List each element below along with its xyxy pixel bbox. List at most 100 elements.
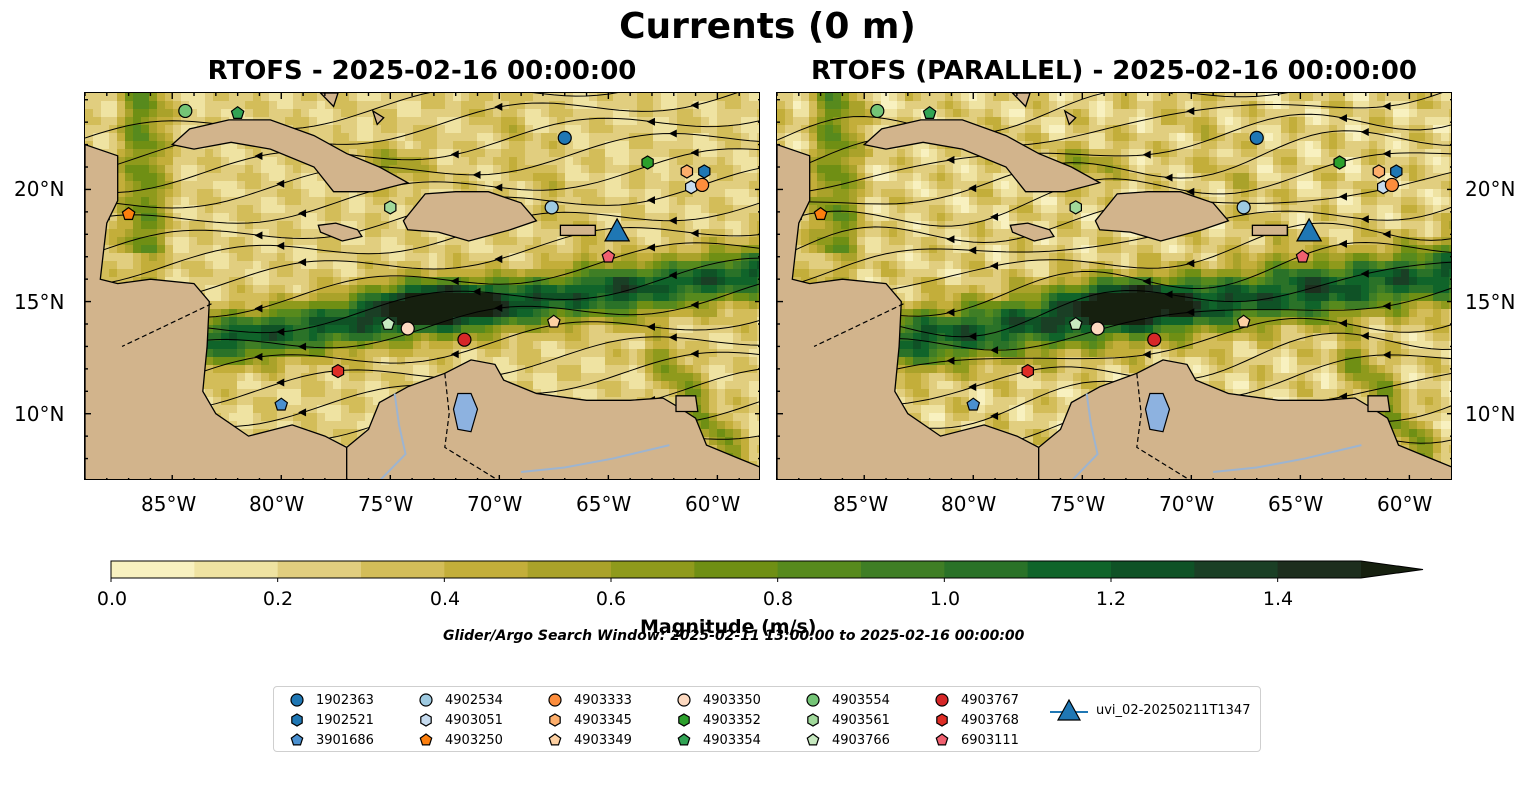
platform-4903766: [381, 316, 396, 330]
legend-item: 4903051: [415, 712, 503, 728]
cbar-tick-7: 1.4: [1262, 588, 1294, 610]
platform-4903333: [1384, 177, 1400, 193]
cbar-tick-6: 1.2: [1095, 588, 1127, 610]
legend-label: 4903350: [703, 692, 761, 708]
legend-label: 4903766: [832, 732, 890, 748]
lon-tick-right-70: 70°W: [1159, 492, 1215, 516]
legend-label: uvi_02-20250211T1347: [1096, 702, 1251, 718]
legend-marker-circle: [290, 693, 304, 707]
colorbar-segment: [1027, 561, 1112, 578]
legend-marker-pentagon: [935, 733, 949, 746]
legend-label: 4903051: [445, 712, 503, 728]
platform-4903345: [680, 164, 694, 179]
legend-label: 4903352: [703, 712, 761, 728]
lon-tick-right-60: 60°W: [1377, 492, 1433, 516]
platform-4903766: [1068, 316, 1083, 330]
platform-4903554: [870, 103, 885, 119]
platform-4903349: [546, 314, 561, 328]
lake-maracaibo: [1144, 392, 1171, 433]
platform-4903333: [695, 177, 710, 193]
left-map-panel[interactable]: [84, 92, 760, 480]
legend-marker-icon: [290, 733, 304, 746]
legend-label: 4903554: [832, 692, 890, 708]
platform-4903768: [331, 363, 345, 379]
lon-tick-left-75: 75°W: [358, 492, 414, 516]
legend-item: 4903767: [931, 692, 1019, 708]
legend-marker-circle: [548, 693, 562, 707]
right-map-panel[interactable]: [776, 92, 1452, 480]
legend-marker-icon: [549, 713, 561, 727]
legend-label: 4903561: [832, 712, 890, 728]
colorbar-segment: [444, 561, 529, 578]
colorbar-segment: [277, 561, 362, 578]
search-window-note: Glider/Argo Search Window: 2025-02-11 13…: [443, 628, 1025, 644]
legend-item: 4903554: [802, 692, 890, 708]
platform-1902363: [557, 130, 572, 145]
legend-marker-hexagon: [420, 713, 432, 727]
lon-tick-right-85: 85°W: [833, 492, 889, 516]
colorbar-label: Magnitude (m/s): [640, 616, 817, 638]
lat-tick-left-20: 20°N: [14, 177, 65, 201]
lat-tick-right-10: 10°N: [1465, 402, 1516, 426]
platform-1902521: [698, 164, 711, 179]
platform-4903354: [230, 105, 245, 119]
legend-marker-pentagon: [419, 733, 433, 746]
platform-4902534: [544, 200, 559, 215]
platform-4903350: [400, 321, 415, 336]
legend-label: 4903333: [574, 692, 632, 708]
platform-4903352: [1333, 155, 1346, 170]
river: [1071, 393, 1099, 479]
platform-4903768: [1021, 363, 1034, 379]
legend-item: 4903350: [673, 692, 761, 708]
legend-item: 4903561: [802, 712, 890, 728]
platform-4903767: [1147, 332, 1162, 347]
legend-triangle-icon: [1056, 698, 1082, 721]
colorbar-segment: [1277, 561, 1362, 578]
legend-label: 4903345: [574, 712, 632, 728]
legend-item: 4903766: [802, 732, 890, 748]
platform-4903250: [121, 206, 136, 220]
legend-marker-icon: [936, 713, 948, 727]
legend-item: 4903352: [673, 712, 761, 728]
platform-legend: 1902363 1902521 3901686 4902534 4903051 49032…: [273, 686, 1261, 752]
legend-label: 3901686: [316, 732, 374, 748]
legend-item: uvi_02-20250211T1347: [1050, 697, 1250, 723]
lon-tick-right-65: 65°W: [1268, 492, 1324, 516]
platform-6903111: [601, 249, 616, 263]
legend-marker-pentagon: [290, 733, 304, 746]
legend-marker-pentagon: [677, 733, 691, 746]
colorbar-segment: [777, 561, 862, 578]
cbar-tick-3: 0.6: [595, 588, 627, 610]
legend-marker-circle: [677, 693, 691, 707]
colorbar-segment: [861, 561, 945, 578]
platform-3901686: [966, 397, 981, 411]
legend-item: 4902534: [415, 692, 503, 708]
legend-item: 4903345: [544, 712, 632, 728]
legend-label: 4903768: [961, 712, 1019, 728]
legend-marker-circle: [419, 693, 433, 707]
legend-item: 1902363: [286, 692, 374, 708]
legend-item: 6903111: [931, 732, 1019, 748]
legend-marker-icon: [420, 713, 432, 727]
lon-tick-left-80: 80°W: [249, 492, 305, 516]
frame-ticks: [85, 93, 759, 479]
legend-marker-icon: [419, 693, 433, 707]
legend-marker-icon: [677, 693, 691, 707]
platform-uvi_02-20250211T1347: [1295, 217, 1323, 242]
legend-marker-pentagon: [548, 733, 562, 746]
platform-6903111: [1295, 249, 1310, 263]
platform-3901686: [274, 397, 289, 411]
legend-marker-icon: [548, 733, 562, 746]
legend-label: 4903354: [703, 732, 761, 748]
legend-item: 4903349: [544, 732, 632, 748]
platform-4903561: [1069, 200, 1082, 215]
platform-4903051: [685, 180, 698, 195]
lon-tick-right-80: 80°W: [941, 492, 997, 516]
platform-1902363: [1249, 130, 1264, 145]
colorbar-segment: [361, 561, 445, 578]
platform-4903354: [922, 105, 937, 119]
legend-item: 4903250: [415, 732, 503, 748]
platform-4903561: [384, 200, 397, 215]
platform-4903250: [813, 206, 828, 220]
legend-marker-hexagon: [291, 713, 303, 727]
